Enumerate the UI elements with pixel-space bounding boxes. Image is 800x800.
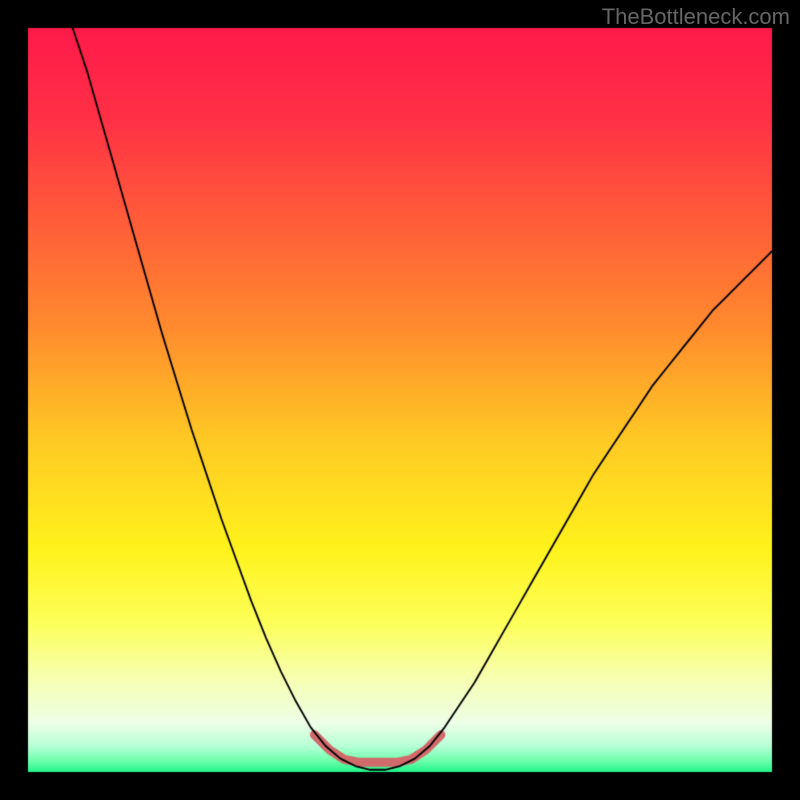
watermark-text: TheBottleneck.com [602,4,790,30]
chart-container: TheBottleneck.com [0,0,800,800]
bottleneck-chart [0,0,800,800]
